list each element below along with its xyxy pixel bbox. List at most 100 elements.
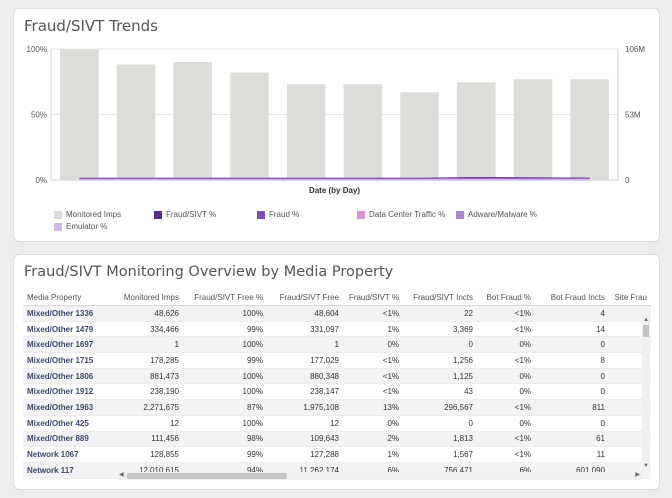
media-property-cell[interactable]: Mixed/Other 1806 (23, 368, 111, 385)
left-tick-label: 50% (31, 111, 47, 120)
bar-monitored-imps-9 (513, 79, 553, 180)
table-row[interactable]: Mixed/Other 1806 881,473 100% 880,348 <1% 1,1… (23, 368, 651, 385)
bar-monitored-imps-7 (400, 92, 439, 180)
table-row[interactable]: Mixed/Other 1715 178,285 99% 177,029 <1% 1,25… (23, 352, 651, 369)
overview-table-container[interactable]: Media Property Monitored Imps Fraud/SIVT F… (23, 290, 651, 484)
table-cell: <1% (343, 383, 403, 401)
table-cell: 811 (535, 399, 609, 416)
vertical-scroll-thumb[interactable] (643, 325, 649, 337)
media-property-cell[interactable]: Mixed/Other 1912 (23, 383, 111, 401)
table-cell (609, 321, 651, 338)
table-cell (609, 336, 651, 354)
fraud-sivt-trends-card: Fraud/SIVT Trends 100% 50% 0% 106M 53M 0 Date … (13, 8, 660, 242)
right-tick-label: 0 (625, 176, 630, 185)
table-row[interactable]: Mixed/Other 1912 238,190 100% 238,147 <1% 43 0… (23, 383, 651, 401)
table-row[interactable]: Network 1067 128,855 99% 127,288 1% 1,567 <1% 1… (23, 446, 651, 463)
table-cell: 1,567 (403, 446, 477, 463)
table-cell: 12 (267, 415, 343, 432)
legend-swatch (54, 222, 62, 231)
table-row[interactable]: Mixed/Other 1336 48,626 100% 48,604 <1% 22 <1%… (23, 305, 651, 322)
table-cell: 0 (403, 415, 477, 432)
column-header[interactable]: Fraud/SIVT Free % (183, 290, 267, 306)
table-cell: 1% (343, 446, 403, 463)
vertical-scrollbar[interactable]: ▲ ▼ (642, 317, 650, 469)
media-property-cell[interactable]: Mixed/Other 1697 (23, 336, 111, 354)
table-cell: 1 (111, 336, 183, 354)
legend-label: Adware/Malware % (468, 210, 537, 219)
scroll-left-icon[interactable]: ◀ (119, 472, 124, 478)
media-property-cell[interactable]: Mixed/Other 1336 (23, 305, 111, 322)
table-cell: 0% (343, 336, 403, 354)
legend-item[interactable]: Emulator % (54, 222, 107, 231)
table-cell: 43 (403, 383, 477, 401)
table-cell: 1,813 (403, 431, 477, 448)
table-cell: 880,348 (267, 368, 343, 385)
table-cell: 1,256 (403, 352, 477, 369)
table-cell (609, 399, 651, 416)
legend-item[interactable]: Data Center Traffic % (357, 210, 445, 219)
table-cell: <1% (477, 305, 535, 322)
media-property-cell[interactable]: Network 117 (23, 462, 111, 479)
column-header[interactable]: Fraud/SIVT % (343, 290, 403, 306)
media-property-cell[interactable]: Network 1067 (23, 446, 111, 463)
bar-monitored-imps-2 (116, 64, 156, 180)
column-header[interactable]: Media Property (23, 290, 111, 306)
column-header[interactable]: Monitored Imps (111, 290, 183, 306)
legend-swatch (257, 210, 265, 219)
table-cell: 0 (535, 336, 609, 354)
table-cell: <1% (343, 305, 403, 322)
scroll-down-icon[interactable]: ▼ (643, 463, 649, 469)
overview-table: Media Property Monitored Imps Fraud/SIVT F… (23, 290, 651, 479)
horizontal-scroll-thumb[interactable] (127, 473, 287, 479)
table-cell: 0% (477, 383, 535, 401)
media-property-cell[interactable]: Mixed/Other 1715 (23, 352, 111, 369)
table-row[interactable]: Mixed/Other 1697 1 100% 1 0% 0 0% 0 (23, 336, 651, 354)
table-cell: 1 (267, 336, 343, 354)
table-cell: 177,029 (267, 352, 343, 369)
table-cell: 0 (535, 368, 609, 385)
table-row[interactable]: Mixed/Other 1479 334,466 99% 331,097 1% 3,369… (23, 321, 651, 338)
table-cell: 238,190 (111, 383, 183, 401)
bar-monitored-imps-5 (286, 84, 326, 180)
media-property-cell[interactable]: Mixed/Other 1963 (23, 399, 111, 416)
legend-label: Data Center Traffic % (369, 210, 446, 219)
media-property-cell[interactable]: Mixed/Other 1479 (23, 321, 111, 338)
column-header[interactable]: Fraud/SIVT Incts (403, 290, 477, 306)
table-cell: <1% (477, 431, 535, 448)
horizontal-scrollbar[interactable]: ◀ ▶ (117, 472, 642, 480)
table-row[interactable]: Mixed/Other 889 111,456 98% 109,643 2% 1,813 <… (23, 431, 651, 448)
scroll-up-icon[interactable]: ▲ (643, 317, 649, 323)
table-cell (609, 415, 651, 432)
table-cell: 100% (183, 383, 267, 401)
table-cell: 0 (403, 336, 477, 354)
legend-item[interactable]: Fraud/SIVT % (154, 210, 216, 219)
table-cell: 881,473 (111, 368, 183, 385)
scroll-right-icon[interactable]: ▶ (635, 472, 640, 478)
legend-item[interactable]: Fraud % (257, 210, 299, 219)
table-row[interactable]: Mixed/Other 1963 2,271,675 87% 1,975,108 13%… (23, 399, 651, 416)
table-cell: 1% (343, 321, 403, 338)
table-cell: 296,567 (403, 399, 477, 416)
table-cell: 87% (183, 399, 267, 416)
table-row[interactable]: Mixed/Other 425 12 100% 12 0% 0 0% 0 (23, 415, 651, 432)
column-header[interactable]: Fraud/SIVT Free (267, 290, 343, 306)
column-header[interactable]: Bot Fraud Incts (535, 290, 609, 306)
table-cell: <1% (477, 399, 535, 416)
legend-item[interactable]: Adware/Malware % (456, 210, 537, 219)
overview-title: Fraud/SIVT Monitoring Overview by Media … (24, 264, 394, 280)
table-cell: 48,604 (267, 305, 343, 322)
media-property-cell[interactable]: Mixed/Other 889 (23, 431, 111, 448)
table-cell: 0% (477, 415, 535, 432)
left-tick-label: 0% (35, 176, 47, 185)
column-header[interactable]: Site Frau (609, 290, 651, 306)
legend-swatch (357, 210, 365, 219)
table-cell: 1,975,108 (267, 399, 343, 416)
table-cell: 4 (535, 305, 609, 322)
left-tick-label: 100% (27, 45, 47, 54)
column-header[interactable]: Bot Fraud % (477, 290, 535, 306)
table-cell: 99% (183, 352, 267, 369)
table-cell: 128,855 (111, 446, 183, 463)
legend-item[interactable]: Monitored Imps (54, 210, 121, 219)
media-property-cell[interactable]: Mixed/Other 425 (23, 415, 111, 432)
table-cell (609, 383, 651, 401)
